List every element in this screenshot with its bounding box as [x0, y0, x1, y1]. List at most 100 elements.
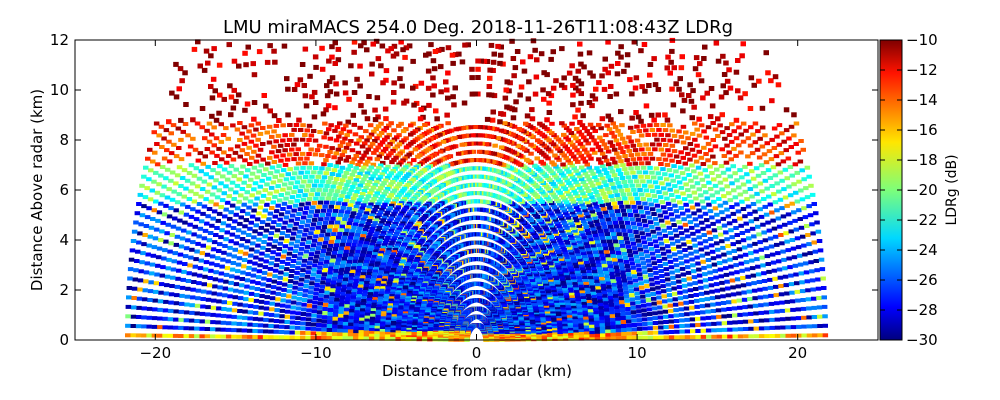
ldr-cell	[737, 254, 744, 259]
ldr-cell	[686, 276, 692, 281]
ldr-cell	[438, 64, 444, 70]
ldr-cell	[578, 319, 584, 324]
ldr-cell	[378, 63, 384, 69]
ldr-cell	[596, 169, 602, 174]
ldr-cell	[721, 252, 727, 257]
ldr-cell	[437, 149, 444, 154]
ldr-cell	[614, 193, 620, 198]
ldr-cell	[565, 202, 571, 207]
ldr-cell	[772, 276, 778, 281]
ldr-cell	[456, 51, 462, 57]
ldr-cell	[555, 312, 562, 316]
ldr-cell	[451, 102, 457, 108]
ldr-cell	[567, 286, 574, 291]
ldr-cell	[705, 315, 712, 320]
ldr-cell	[637, 331, 643, 336]
ldr-cell	[587, 234, 593, 239]
ldr-cell	[568, 131, 575, 135]
ldr-cell	[795, 150, 801, 155]
ldr-cell	[791, 182, 797, 187]
ldr-cell	[580, 205, 587, 210]
ldr-cell	[601, 142, 608, 147]
ldr-cell	[565, 215, 572, 220]
ldr-cell	[566, 306, 572, 311]
ldr-cell	[383, 68, 390, 74]
ldr-cell	[567, 323, 574, 328]
ldr-cell	[556, 287, 563, 292]
ldr-cell	[641, 218, 648, 223]
ldr-cell	[724, 78, 731, 84]
ldr-cell	[388, 46, 394, 52]
ldr-cell	[710, 221, 716, 226]
ldr-cell	[625, 175, 632, 180]
ldr-cell	[615, 142, 622, 147]
ldr-cell	[569, 186, 576, 191]
ldr-cell	[704, 290, 710, 295]
ldr-cell	[720, 83, 726, 89]
ldr-cell	[564, 255, 570, 259]
ldr-cell	[675, 239, 681, 244]
ldr-cell	[570, 238, 576, 243]
ldr-cell	[729, 122, 735, 127]
ldr-cell	[626, 272, 632, 277]
ldr-cell	[594, 193, 601, 198]
ldr-cell	[551, 241, 558, 246]
ldr-cell	[553, 259, 559, 263]
ldr-cell	[572, 215, 579, 220]
ldr-cell	[763, 212, 770, 217]
ldr-cell	[638, 209, 645, 214]
ldr-cell	[817, 333, 823, 338]
ldr-cell	[657, 315, 664, 320]
ldr-cell	[646, 237, 653, 242]
ldr-cell	[565, 228, 571, 233]
ldr-cell	[369, 61, 375, 67]
ldr-cell	[733, 69, 740, 75]
ldr-cell	[553, 175, 560, 180]
ldr-cell	[715, 134, 721, 138]
ldr-cell	[569, 197, 575, 202]
ldr-cell	[375, 56, 382, 62]
ldr-cell	[613, 265, 620, 270]
ldr-cell	[657, 305, 663, 310]
ldr-cell	[557, 291, 564, 296]
ldr-cell	[657, 176, 663, 181]
ldr-cell	[625, 204, 631, 209]
ldr-cell	[580, 232, 586, 237]
ldr-cell	[788, 273, 794, 278]
ldr-cell	[676, 86, 682, 92]
ldr-cell	[722, 136, 728, 141]
ldr-cell	[808, 260, 814, 265]
ldr-cell	[602, 66, 608, 72]
ldr-cell	[750, 132, 756, 137]
ldr-cell	[603, 183, 609, 188]
ldr-cell	[602, 56, 608, 62]
ldr-cell	[668, 173, 674, 178]
ldr-cell	[532, 163, 538, 168]
ldr-cell	[668, 308, 674, 313]
ldr-cell	[618, 44, 624, 50]
ldr-cell	[608, 299, 614, 304]
ldr-cell	[644, 254, 651, 259]
ldr-cell	[588, 317, 595, 322]
ldr-cell	[720, 53, 726, 59]
ldr-cell	[786, 184, 792, 189]
ldr-cell	[564, 240, 571, 245]
ldr-cell	[589, 195, 595, 200]
ldr-cell	[554, 303, 561, 308]
ldr-cell	[627, 280, 633, 285]
ldr-cell	[787, 193, 794, 198]
ldr-cell	[655, 226, 661, 231]
ldr-cell	[412, 83, 419, 89]
ldr-cell	[735, 58, 741, 63]
ldr-cell	[711, 177, 717, 182]
ldr-cell	[635, 304, 642, 309]
ldr-cell	[586, 299, 593, 303]
ldr-cell	[677, 165, 684, 170]
ldr-cell	[589, 147, 596, 152]
ldr-cell	[680, 236, 686, 241]
ldr-cell	[718, 164, 725, 169]
ldr-cell	[813, 259, 819, 263]
ldr-cell	[601, 239, 607, 244]
ldr-cell	[797, 217, 803, 221]
ldr-cell	[733, 226, 739, 230]
